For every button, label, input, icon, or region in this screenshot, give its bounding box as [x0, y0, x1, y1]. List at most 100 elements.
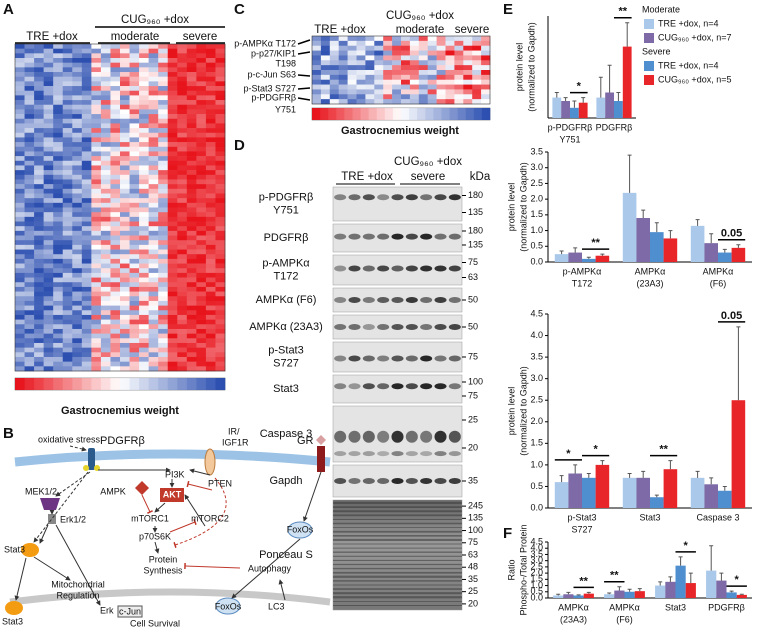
heatmap-cell — [329, 45, 339, 51]
heatmap-cell — [91, 291, 102, 297]
error-bar — [668, 460, 673, 470]
heatmap-cell — [91, 193, 102, 199]
heatmap-cell — [329, 70, 339, 76]
heatmap-cell — [62, 146, 73, 152]
heatmap-cell — [34, 81, 44, 87]
heatmap-cell — [62, 314, 73, 320]
heatmap-cell — [139, 314, 149, 320]
heatmap-cell — [120, 286, 130, 292]
blot-band — [391, 265, 404, 272]
heatmap-cell — [72, 300, 83, 306]
heatmap-cell — [463, 79, 473, 85]
y-tick-label: 4.0 — [530, 330, 543, 340]
heatmap-cell — [329, 94, 339, 100]
blot-band — [362, 265, 375, 272]
heatmap-cell — [186, 114, 197, 120]
heatmap-cell — [100, 212, 111, 218]
heatmap-cell — [53, 240, 64, 246]
bar — [704, 243, 718, 262]
colorbar-cell — [352, 108, 361, 120]
error-bar — [586, 591, 591, 594]
heatmap-cell — [356, 70, 366, 76]
heatmap-cell — [158, 254, 169, 260]
heatmap-cell — [365, 36, 375, 42]
bar — [554, 254, 569, 262]
heatmap-cell — [53, 244, 64, 250]
heatmap-cell — [129, 132, 140, 138]
heatmap-cell — [110, 244, 121, 250]
heatmap-cell — [91, 319, 102, 325]
heatmap-cell — [215, 319, 226, 325]
heatmap-cell — [81, 202, 92, 208]
heatmap-cell — [139, 258, 149, 264]
heatmap-cell — [392, 40, 402, 47]
bar — [718, 490, 732, 508]
heatmap-cell — [15, 165, 25, 171]
blot-band — [391, 430, 404, 443]
heatmap-cell — [215, 286, 226, 292]
colorbar-cell — [91, 378, 102, 390]
heatmap-cell — [196, 118, 207, 124]
heatmap-cell — [392, 74, 402, 81]
heatmap-cell — [167, 240, 178, 246]
heatmap-cell — [148, 44, 159, 49]
error-bar — [617, 586, 622, 591]
legend-label: TRE +dox, n=4 — [658, 18, 719, 28]
heatmap-cell — [100, 53, 111, 59]
heatmap-cell — [196, 95, 207, 101]
heatmap-cell — [148, 277, 159, 283]
heatmap-cell — [53, 128, 64, 134]
heatmap-cell — [53, 123, 64, 129]
heatmap-cell — [148, 151, 159, 157]
heatmap-cell — [312, 74, 322, 81]
row-label: Y751 — [275, 104, 296, 114]
heatmap-cell — [139, 291, 149, 297]
heatmap-cell — [34, 268, 44, 274]
heatmap-cell — [81, 53, 92, 59]
heatmap-cell — [129, 319, 140, 325]
heatmap-cell — [177, 310, 188, 316]
heatmap-cell — [53, 356, 64, 362]
heatmap-cell — [62, 319, 73, 325]
heatmap-cell — [401, 36, 411, 42]
heatmap-cell — [110, 352, 121, 358]
blot-band — [377, 478, 390, 484]
heatmap-cell — [81, 193, 92, 199]
heatmap-cell — [72, 212, 83, 218]
bar — [731, 247, 746, 262]
heatmap-cell — [43, 244, 54, 250]
heatmap-cell — [110, 333, 121, 339]
heatmap-cell — [215, 216, 226, 222]
legend-label: CUG₉₆₀ +dox, n=5 — [658, 74, 731, 84]
blot-band — [420, 355, 433, 362]
heatmap-cell — [24, 90, 35, 96]
heatmap-cell — [158, 286, 169, 292]
blot-band — [334, 265, 347, 272]
heatmap-cell — [129, 240, 140, 246]
heatmap-cell — [167, 356, 178, 362]
heatmap-cell — [120, 109, 130, 115]
heatmap-cell — [43, 254, 54, 260]
heatmap-cell — [53, 319, 64, 325]
heatmap-cell — [62, 338, 73, 344]
heatmap-cell — [110, 282, 121, 288]
heatmap-cell — [158, 62, 169, 68]
y-tick-label: 3.5 — [530, 351, 543, 361]
heatmap-cell — [205, 286, 216, 292]
heatmap-cell — [338, 65, 348, 71]
blot-band — [448, 478, 461, 484]
heatmap-cell — [139, 146, 149, 152]
blot-band — [377, 430, 390, 443]
heatmap-cell — [34, 361, 44, 367]
heatmap-cell — [120, 146, 130, 152]
heatmap-cell — [129, 314, 140, 320]
heatmap-cell — [129, 207, 140, 213]
heatmap-cell — [401, 45, 411, 51]
heatmap-cell — [158, 188, 169, 194]
blot-band — [362, 233, 375, 240]
heatmap-cell — [436, 36, 446, 42]
heatmap-cell — [24, 356, 35, 362]
heatmap-cell — [167, 352, 178, 358]
heatmap-cell — [100, 179, 111, 185]
heatmap-cell — [158, 104, 169, 110]
